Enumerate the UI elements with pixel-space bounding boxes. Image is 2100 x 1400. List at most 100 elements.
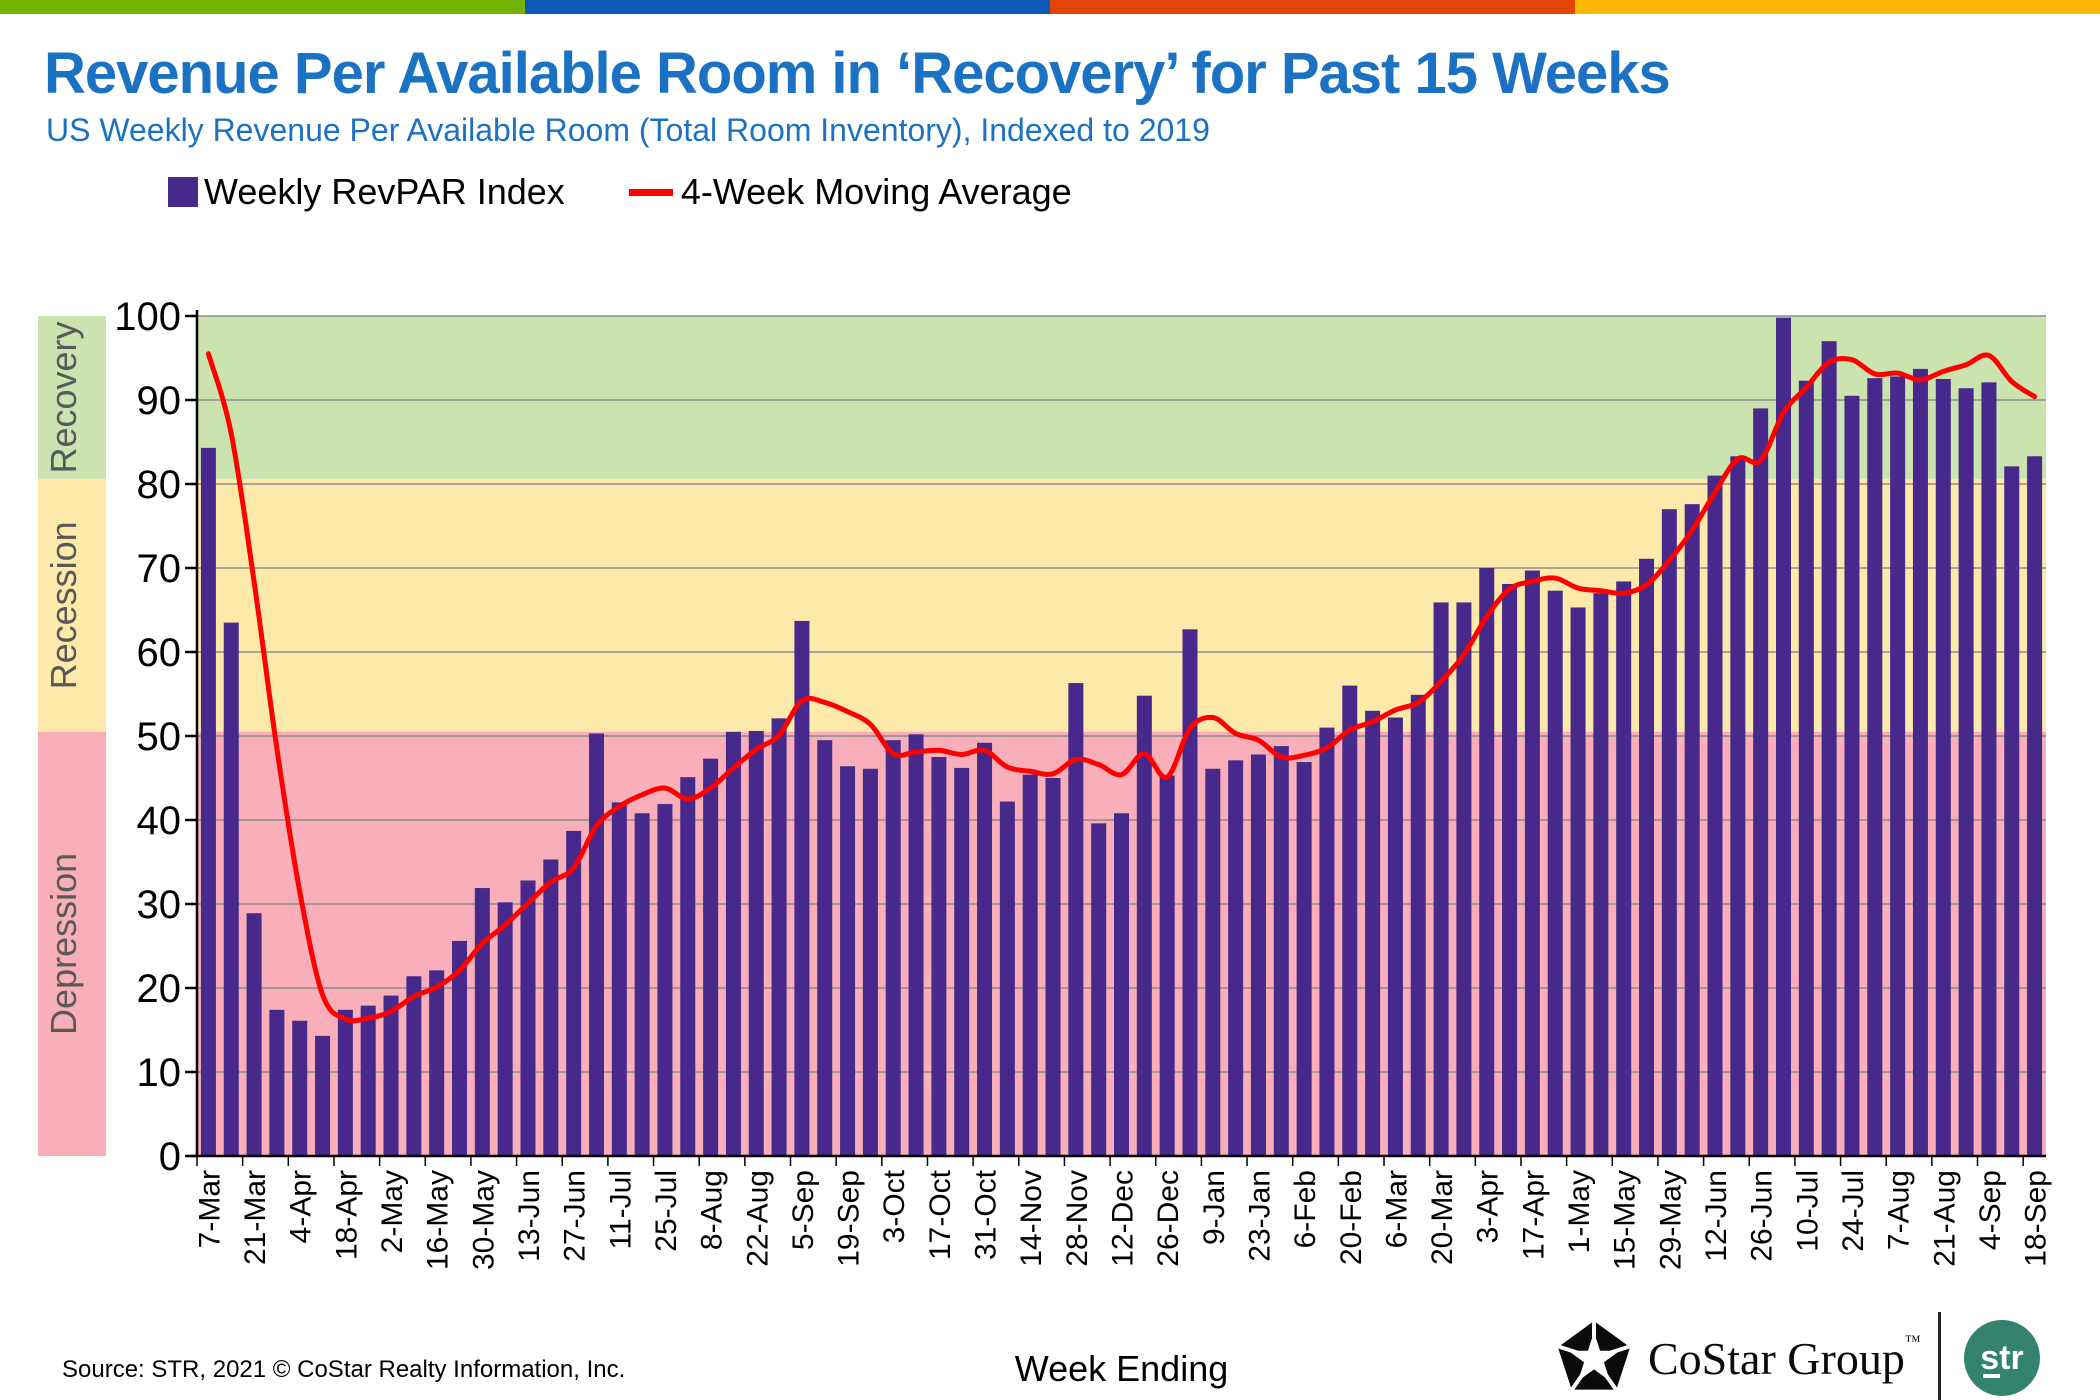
x-tick-label-6-Feb: 6-Feb — [1289, 1170, 1322, 1248]
bar-16-Jan — [1228, 760, 1244, 1156]
bar-27-Jun — [566, 830, 582, 1156]
bar-25-Apr — [360, 1005, 376, 1156]
bar-14-Nov — [1022, 774, 1038, 1156]
bar-14-Mar — [223, 622, 239, 1156]
x-tick-label-9-Jan: 9-Jan — [1198, 1170, 1231, 1245]
x-tick-label-29-May: 29-May — [1654, 1170, 1687, 1270]
bar-1-May — [1570, 607, 1586, 1156]
band-label-recovery: Recovery — [43, 321, 84, 473]
bar-4-Apr — [292, 1020, 308, 1156]
bar-31-Oct — [977, 742, 993, 1156]
bar-30-Jan — [1273, 746, 1289, 1156]
legend-line-swatch — [628, 188, 673, 196]
bar-28-Aug — [1958, 388, 1974, 1156]
top-color-bar-segment-4 — [1575, 0, 2100, 14]
band-strip-depression — [38, 731, 106, 1156]
bar-11-Apr — [315, 1035, 331, 1156]
bar-26-Dec — [1159, 775, 1175, 1156]
y-tick-label-90: 90 — [137, 379, 182, 423]
x-tick-label-2-May: 2-May — [376, 1170, 409, 1253]
x-tick-label-11-Jul: 11-Jul — [604, 1170, 637, 1249]
bar-29-May — [1661, 509, 1677, 1156]
x-tick-label-1-May: 1-May — [1563, 1170, 1596, 1253]
y-tick-label-60: 60 — [137, 631, 182, 675]
bar-3-Jul — [1775, 317, 1791, 1156]
bar-22-Aug — [748, 730, 764, 1156]
x-tick-label-31-Oct: 31-Oct — [970, 1169, 1003, 1260]
bar-12-Jun — [1707, 475, 1723, 1157]
x-tick-label-12-Dec: 12-Dec — [1107, 1170, 1140, 1267]
bar-24-Oct — [954, 767, 970, 1156]
page-title: Revenue Per Available Room in ‘Recovery’… — [44, 41, 1671, 106]
bar-24-Apr — [1547, 590, 1563, 1156]
x-tick-label-4-Apr: 4-Apr — [285, 1170, 318, 1243]
bar-22-May — [1639, 558, 1655, 1156]
bar-27-Feb — [1365, 710, 1381, 1156]
bar-2-May — [383, 995, 399, 1156]
bar-13-Jun — [520, 880, 536, 1156]
bar-7-Mar — [200, 447, 216, 1156]
bar-8-May — [1593, 593, 1609, 1156]
x-tick-label-23-Jan: 23-Jan — [1243, 1170, 1276, 1262]
x-tick-label-13-Jun: 13-Jun — [513, 1170, 546, 1262]
x-tick-label-21-Mar: 21-Mar — [239, 1170, 272, 1265]
bar-9-May — [406, 976, 422, 1156]
x-tick-label-4-Sep: 4-Sep — [1974, 1170, 2007, 1250]
svg-text:str: str — [1980, 1339, 2023, 1377]
y-tick-label-70: 70 — [137, 547, 182, 591]
bar-15-May — [1616, 581, 1632, 1156]
bar-20-Feb — [1342, 685, 1358, 1156]
bar-11-Jul — [611, 802, 627, 1156]
bar-25-Jul — [657, 804, 673, 1156]
bar-26-Sep — [862, 768, 878, 1156]
bar-5-Dec — [1091, 823, 1107, 1156]
x-tick-label-24-Jul: 24-Jul — [1837, 1170, 1870, 1252]
bar-7-Aug — [1890, 376, 1906, 1157]
band-strip-recovery — [38, 316, 106, 479]
y-tick-label-30: 30 — [137, 883, 182, 927]
bar-10-Oct — [908, 734, 924, 1156]
x-tick-label-28-Nov: 28-Nov — [1061, 1170, 1094, 1267]
bar-3-Apr — [1479, 568, 1495, 1156]
bar-17-Apr — [1524, 570, 1540, 1156]
bar-5-Jun — [1684, 504, 1700, 1156]
bar-6-Mar — [1387, 717, 1403, 1156]
revpar-bars — [200, 317, 2043, 1157]
x-tick-label-12-Jun: 12-Jun — [1700, 1170, 1733, 1262]
x-tick-label-6-Mar: 6-Mar — [1380, 1170, 1413, 1248]
x-tick-label-15-May: 15-May — [1609, 1170, 1642, 1270]
chart-legend: Weekly RevPAR Index 4-Week Moving Averag… — [168, 171, 1072, 212]
bar-27-Mar — [1456, 602, 1472, 1156]
x-tick-label-19-Sep: 19-Sep — [833, 1170, 866, 1267]
x-axis-title: Week Ending — [1014, 1348, 1229, 1389]
x-tick-label-10-Jul: 10-Jul — [1791, 1170, 1824, 1252]
y-tick-label-40: 40 — [137, 799, 182, 843]
x-tick-label-26-Dec: 26-Dec — [1152, 1170, 1185, 1267]
bar-19-Jun — [1730, 456, 1746, 1156]
band-recession — [197, 478, 2046, 732]
y-tick-label-50: 50 — [137, 715, 182, 759]
bar-19-Sep — [840, 766, 856, 1156]
bar-13-Feb — [1319, 727, 1335, 1156]
x-tick-label-16-May: 16-May — [422, 1170, 455, 1270]
band-label-recession: Recession — [43, 521, 84, 689]
bar-14-Aug — [1912, 368, 1928, 1156]
x-tick-label-26-Jun: 26-Jun — [1746, 1170, 1779, 1262]
bar-5-Sep — [794, 620, 810, 1156]
x-tick-label-3-Oct: 3-Oct — [878, 1169, 911, 1243]
x-tick-label-7-Mar: 7-Mar — [193, 1170, 226, 1248]
trademark-symbol: ™ — [1904, 1332, 1921, 1350]
bar-18-Jul — [634, 813, 650, 1156]
bar-28-Mar — [269, 1009, 285, 1156]
bar-29-Aug — [771, 718, 787, 1156]
x-tick-label-5-Sep: 5-Sep — [787, 1170, 820, 1250]
bar-21-Mar — [246, 913, 262, 1156]
bar-6-Feb — [1296, 762, 1312, 1156]
legend-bar-label: Weekly RevPAR Index — [204, 171, 565, 212]
bar-11-Sep — [2004, 466, 2020, 1156]
bar-31-Jul — [1867, 378, 1883, 1156]
bar-18-Sep — [2027, 456, 2043, 1156]
x-tick-label-20-Feb: 20-Feb — [1335, 1170, 1368, 1265]
y-tick-label-80: 80 — [137, 463, 182, 507]
bar-9-Jan — [1205, 768, 1221, 1156]
